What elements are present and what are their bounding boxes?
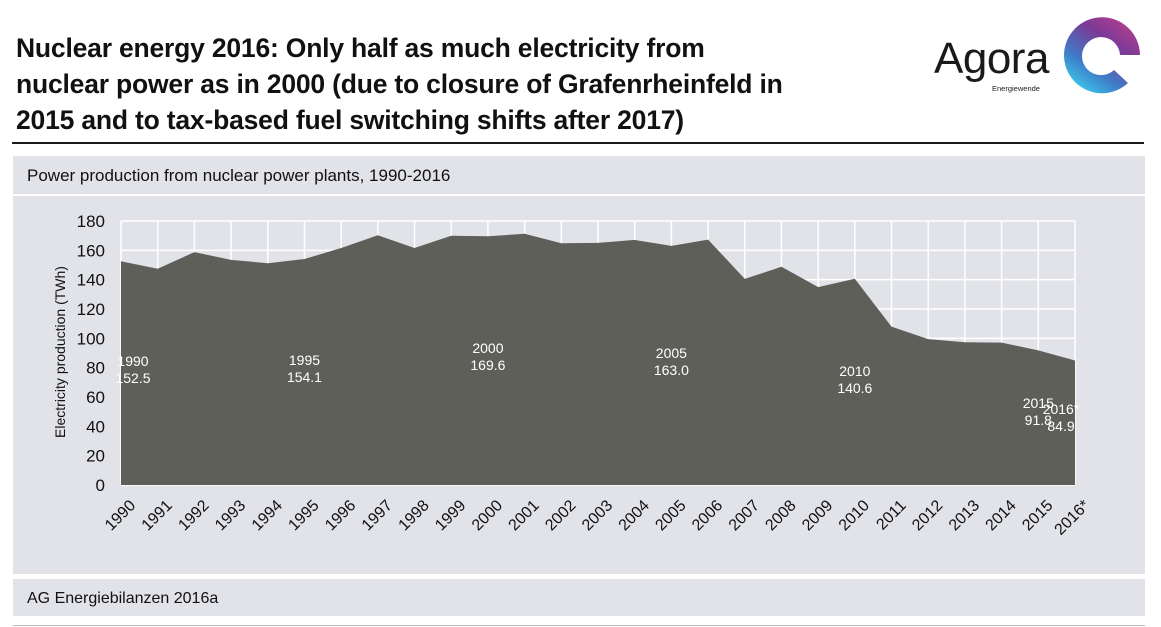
y-axis-label: Electricity production (TWh) xyxy=(52,266,68,438)
x-tick-label: 2010 xyxy=(836,497,873,534)
source-bar: AG Energiebilanzen 2016a xyxy=(13,579,1145,616)
x-tick-label: 2000 xyxy=(469,497,506,534)
data-label-value: 154.1 xyxy=(287,369,322,385)
y-axis-ticks: 0 20 40 60 80 100 120 140 160 180 xyxy=(77,212,105,495)
x-tick-label: 2007 xyxy=(726,497,763,534)
x-tick-label: 1992 xyxy=(175,497,212,534)
data-label-year: 2015 xyxy=(1023,395,1054,411)
y-tick-label: 180 xyxy=(77,212,105,231)
x-tick-label: 2013 xyxy=(946,497,983,534)
data-label-value: 140.6 xyxy=(837,380,872,396)
x-tick-label: 2003 xyxy=(579,497,616,534)
data-label-value: 163.0 xyxy=(654,362,689,378)
x-tick-label: 1991 xyxy=(139,497,176,534)
y-tick-label: 0 xyxy=(96,476,105,495)
y-tick-label: 60 xyxy=(86,388,105,407)
x-tick-label: 1997 xyxy=(359,497,396,534)
x-tick-label: 2015 xyxy=(1019,497,1056,534)
x-tick-label: 2014 xyxy=(983,497,1020,534)
y-tick-label: 120 xyxy=(77,300,105,319)
y-tick-label: 160 xyxy=(77,241,105,260)
title-line: nuclear power as in 2000 (due to closure… xyxy=(16,69,783,99)
x-tick-label: 2001 xyxy=(506,497,543,534)
data-label-year: 2016* xyxy=(1043,401,1080,417)
data-label-year: 1990 xyxy=(117,353,148,369)
data-label-value: 169.6 xyxy=(470,357,505,373)
x-tick-label: 2016* xyxy=(1052,497,1094,539)
x-axis-ticks: 1990 1991 1992 1993 1994 1995 1996 1997 1998 1999… xyxy=(102,497,1093,539)
x-tick-label: 2012 xyxy=(909,497,946,534)
data-label-value: 91.8 xyxy=(1025,412,1052,428)
title-line: Nuclear energy 2016: Only half as much e… xyxy=(16,33,705,63)
x-tick-label: 1995 xyxy=(285,497,322,534)
data-label-value: 84.9 xyxy=(1047,418,1074,434)
x-tick-label: 1990 xyxy=(102,497,139,534)
title-line: 2015 and to tax-based fuel switching shi… xyxy=(16,105,684,135)
chart-panel: 0 20 40 60 80 100 120 140 160 180 1990 1991 1992 199… xyxy=(13,196,1145,574)
x-tick-label: 1998 xyxy=(396,497,433,534)
data-label-value: 152.5 xyxy=(115,370,150,386)
page-title: Nuclear energy 2016: Only half as much e… xyxy=(16,30,916,138)
x-tick-label: 2011 xyxy=(873,497,909,533)
chart-subtitle: Power production from nuclear power plan… xyxy=(27,166,451,185)
y-tick-label: 80 xyxy=(86,359,105,378)
data-label-year: 2010 xyxy=(839,363,870,379)
x-tick-label: 2006 xyxy=(689,497,726,534)
x-tick-label: 2008 xyxy=(762,497,799,534)
x-tick-label: 2009 xyxy=(799,497,836,534)
agora-logo: Agora Energiewende xyxy=(930,12,1150,112)
agora-ring-logo-icon xyxy=(1064,17,1140,94)
x-tick-label: 1999 xyxy=(432,497,469,534)
data-label: 2016*84.9 xyxy=(1043,401,1080,434)
title-divider xyxy=(12,142,1144,144)
x-tick-label: 1994 xyxy=(249,497,286,534)
bottom-divider xyxy=(13,625,1145,626)
y-tick-label: 100 xyxy=(77,329,105,348)
x-tick-label: 1996 xyxy=(322,497,359,534)
y-tick-label: 20 xyxy=(86,447,105,466)
y-tick-label: 140 xyxy=(77,271,105,290)
chart-subtitle-bar: Power production from nuclear power plan… xyxy=(13,156,1145,194)
x-tick-label: 2005 xyxy=(652,497,689,534)
area-series-nuclear xyxy=(121,233,1075,485)
logo-wordmark: Agora xyxy=(934,34,1049,83)
x-tick-label: 1993 xyxy=(212,497,249,534)
source-text: AG Energiebilanzen 2016a xyxy=(27,590,219,607)
data-label-year: 2000 xyxy=(472,340,503,356)
logo-subtitle: Energiewende xyxy=(992,84,1040,93)
x-tick-label: 2004 xyxy=(616,497,653,534)
data-label-year: 2005 xyxy=(656,345,687,361)
y-tick-label: 40 xyxy=(86,417,105,436)
data-label-year: 1995 xyxy=(289,352,320,368)
x-tick-label: 2002 xyxy=(542,497,579,534)
